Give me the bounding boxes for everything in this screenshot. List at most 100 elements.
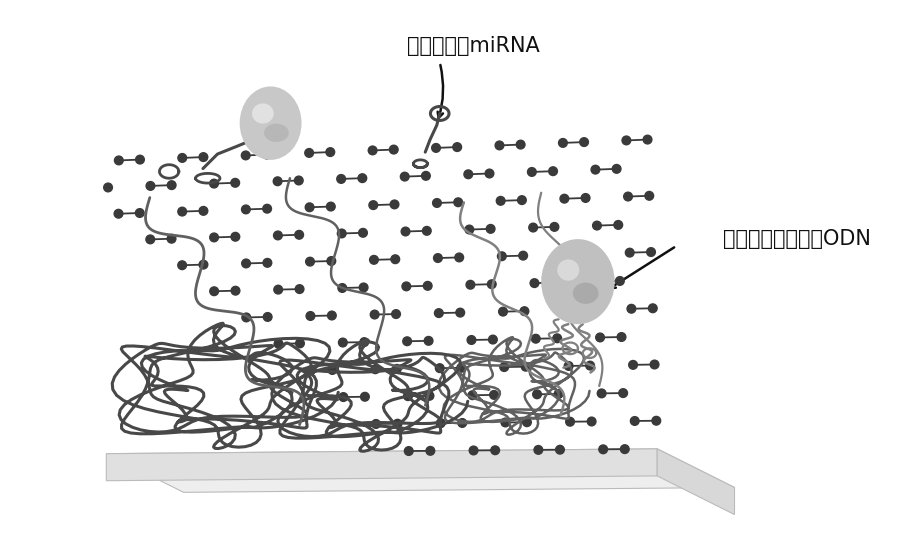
Ellipse shape bbox=[264, 124, 289, 142]
Circle shape bbox=[306, 312, 315, 320]
Circle shape bbox=[295, 285, 304, 293]
Circle shape bbox=[306, 366, 315, 375]
Circle shape bbox=[520, 307, 529, 315]
Circle shape bbox=[210, 233, 218, 242]
Ellipse shape bbox=[240, 86, 302, 160]
Circle shape bbox=[597, 389, 606, 397]
Circle shape bbox=[328, 365, 337, 374]
Circle shape bbox=[167, 181, 176, 190]
Ellipse shape bbox=[252, 103, 274, 124]
Circle shape bbox=[523, 418, 532, 427]
Circle shape bbox=[371, 365, 380, 374]
Circle shape bbox=[527, 168, 536, 176]
Circle shape bbox=[403, 392, 412, 401]
Circle shape bbox=[262, 150, 271, 159]
Circle shape bbox=[585, 361, 594, 370]
Circle shape bbox=[263, 313, 272, 321]
Circle shape bbox=[564, 362, 573, 370]
Circle shape bbox=[242, 259, 251, 268]
Polygon shape bbox=[106, 449, 657, 481]
Circle shape bbox=[629, 361, 638, 369]
Circle shape bbox=[178, 154, 187, 162]
Circle shape bbox=[615, 276, 624, 285]
Circle shape bbox=[358, 229, 367, 237]
Circle shape bbox=[549, 167, 558, 175]
Circle shape bbox=[550, 223, 559, 231]
Circle shape bbox=[402, 282, 410, 291]
Circle shape bbox=[464, 170, 472, 179]
Circle shape bbox=[425, 392, 434, 400]
Circle shape bbox=[532, 334, 540, 343]
Circle shape bbox=[295, 230, 304, 239]
Circle shape bbox=[178, 207, 187, 216]
Circle shape bbox=[304, 149, 313, 157]
Circle shape bbox=[401, 172, 409, 181]
Circle shape bbox=[585, 305, 593, 314]
Circle shape bbox=[305, 257, 314, 266]
Circle shape bbox=[210, 287, 218, 295]
Circle shape bbox=[339, 338, 348, 347]
Circle shape bbox=[372, 420, 381, 428]
Circle shape bbox=[516, 140, 525, 149]
Circle shape bbox=[114, 156, 123, 165]
Circle shape bbox=[485, 169, 494, 178]
Circle shape bbox=[231, 232, 240, 241]
Circle shape bbox=[403, 337, 411, 345]
Circle shape bbox=[497, 252, 506, 261]
Circle shape bbox=[453, 198, 462, 206]
Circle shape bbox=[178, 261, 187, 269]
Circle shape bbox=[392, 364, 401, 373]
Circle shape bbox=[467, 336, 476, 344]
Circle shape bbox=[422, 226, 431, 235]
Circle shape bbox=[561, 250, 570, 259]
Circle shape bbox=[339, 393, 348, 401]
Circle shape bbox=[488, 280, 496, 288]
Circle shape bbox=[273, 177, 282, 186]
Circle shape bbox=[581, 194, 590, 203]
Circle shape bbox=[563, 306, 571, 314]
Circle shape bbox=[295, 176, 304, 185]
Circle shape bbox=[392, 310, 401, 318]
Circle shape bbox=[146, 181, 154, 190]
Ellipse shape bbox=[541, 239, 614, 324]
Circle shape bbox=[652, 416, 661, 425]
Circle shape bbox=[556, 445, 564, 454]
Circle shape bbox=[274, 339, 283, 348]
Circle shape bbox=[368, 146, 377, 155]
Circle shape bbox=[619, 389, 628, 397]
Circle shape bbox=[457, 363, 465, 372]
Circle shape bbox=[465, 225, 473, 234]
Circle shape bbox=[338, 229, 346, 238]
Circle shape bbox=[328, 311, 336, 320]
Circle shape bbox=[560, 194, 568, 203]
Circle shape bbox=[466, 280, 475, 289]
Ellipse shape bbox=[573, 282, 599, 304]
Circle shape bbox=[497, 197, 505, 205]
Circle shape bbox=[630, 416, 639, 425]
Circle shape bbox=[530, 279, 539, 287]
Polygon shape bbox=[106, 449, 735, 493]
Circle shape bbox=[645, 192, 654, 200]
Circle shape bbox=[519, 251, 527, 260]
Circle shape bbox=[627, 305, 636, 313]
Circle shape bbox=[421, 172, 430, 180]
Circle shape bbox=[591, 165, 600, 174]
Circle shape bbox=[369, 201, 378, 210]
Circle shape bbox=[242, 151, 250, 160]
Circle shape bbox=[647, 248, 656, 256]
Circle shape bbox=[136, 155, 145, 164]
Circle shape bbox=[612, 165, 621, 173]
Circle shape bbox=[643, 135, 652, 144]
Circle shape bbox=[458, 419, 467, 427]
Circle shape bbox=[455, 253, 463, 262]
Polygon shape bbox=[657, 449, 735, 515]
Circle shape bbox=[435, 309, 444, 318]
Circle shape bbox=[327, 257, 336, 266]
Circle shape bbox=[424, 337, 433, 345]
Circle shape bbox=[103, 183, 112, 192]
Circle shape bbox=[199, 206, 207, 215]
Circle shape bbox=[456, 308, 464, 317]
Circle shape bbox=[501, 418, 510, 427]
Circle shape bbox=[263, 258, 272, 267]
Circle shape bbox=[263, 204, 271, 213]
